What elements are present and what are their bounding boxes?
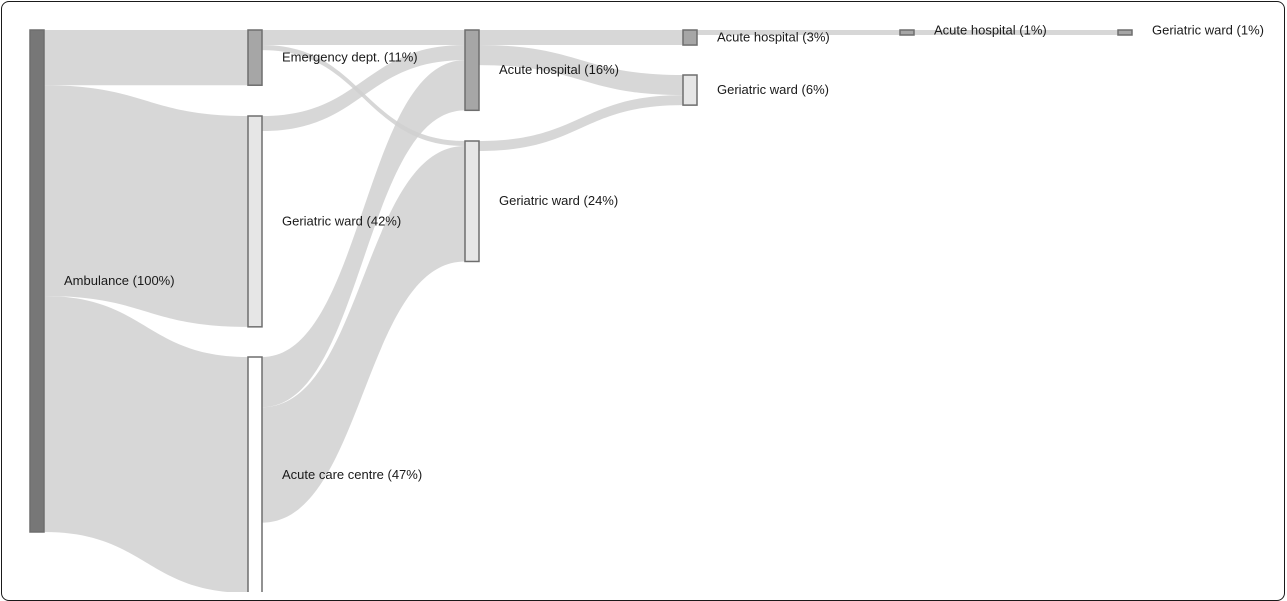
sankey-link-gw1-ah2: [262, 45, 465, 132]
sankey-label-gw2: Geriatric ward (24%): [499, 193, 618, 208]
sankey-link-ambulance-ed1: [44, 30, 248, 86]
sankey-label-ed1: Emergency dept. (11%): [282, 50, 418, 65]
sankey-label-acc1: Acute care centre (47%): [282, 467, 422, 482]
sankey-node-gw3: [682, 74, 698, 106]
sankey-node-ah4: [899, 29, 915, 36]
sankey-label-ah4: Acute hospital (1%): [934, 23, 1047, 38]
sankey-node-gw1: [247, 115, 263, 328]
sankey-label-ah3: Acute hospital (3%): [717, 30, 830, 45]
sankey-label-ah2: Acute hospital (16%): [499, 62, 619, 77]
sankey-label-gw1: Geriatric ward (42%): [282, 213, 401, 228]
sankey-link-gw2-gw3: [479, 95, 683, 152]
sankey-link-ed1-ah2: [262, 30, 465, 46]
sankey-labels: Ambulance (100%) Emergency dept. (11%) Ger…: [64, 23, 1264, 482]
sankey-link-acc1-gw2: [262, 146, 465, 523]
sankey-link-ah3-ah4: [697, 30, 900, 36]
sankey-label-gw3: Geriatric ward (6%): [717, 82, 829, 97]
sankey-node-ed1: [247, 29, 263, 86]
sankey-label-gw5: Geriatric ward (1%): [1152, 23, 1264, 38]
sankey-node-gw2: [464, 140, 480, 263]
sankey-node-acc1: [247, 356, 263, 592]
sankey-link-ambulance-acc1: [44, 296, 248, 592]
sankey-links: [44, 30, 1118, 592]
sankey-link-ah2-ah3: [479, 30, 683, 46]
sankey-link-acc1-ah2: [262, 60, 465, 408]
sankey-node-ambulance: [29, 29, 45, 533]
sankey-node-ah3: [682, 29, 698, 46]
sankey-label-ambulance: Ambulance (100%): [64, 273, 175, 288]
sankey-nodes: [29, 29, 1133, 592]
sankey-link-ah4-gw5: [914, 30, 1118, 36]
sankey-node-ah2: [464, 29, 480, 112]
sankey-link-ah2-gw3: [479, 45, 683, 96]
sankey-link-ambulance-gw1: [44, 85, 248, 327]
sankey-node-gw5: [1117, 29, 1133, 36]
